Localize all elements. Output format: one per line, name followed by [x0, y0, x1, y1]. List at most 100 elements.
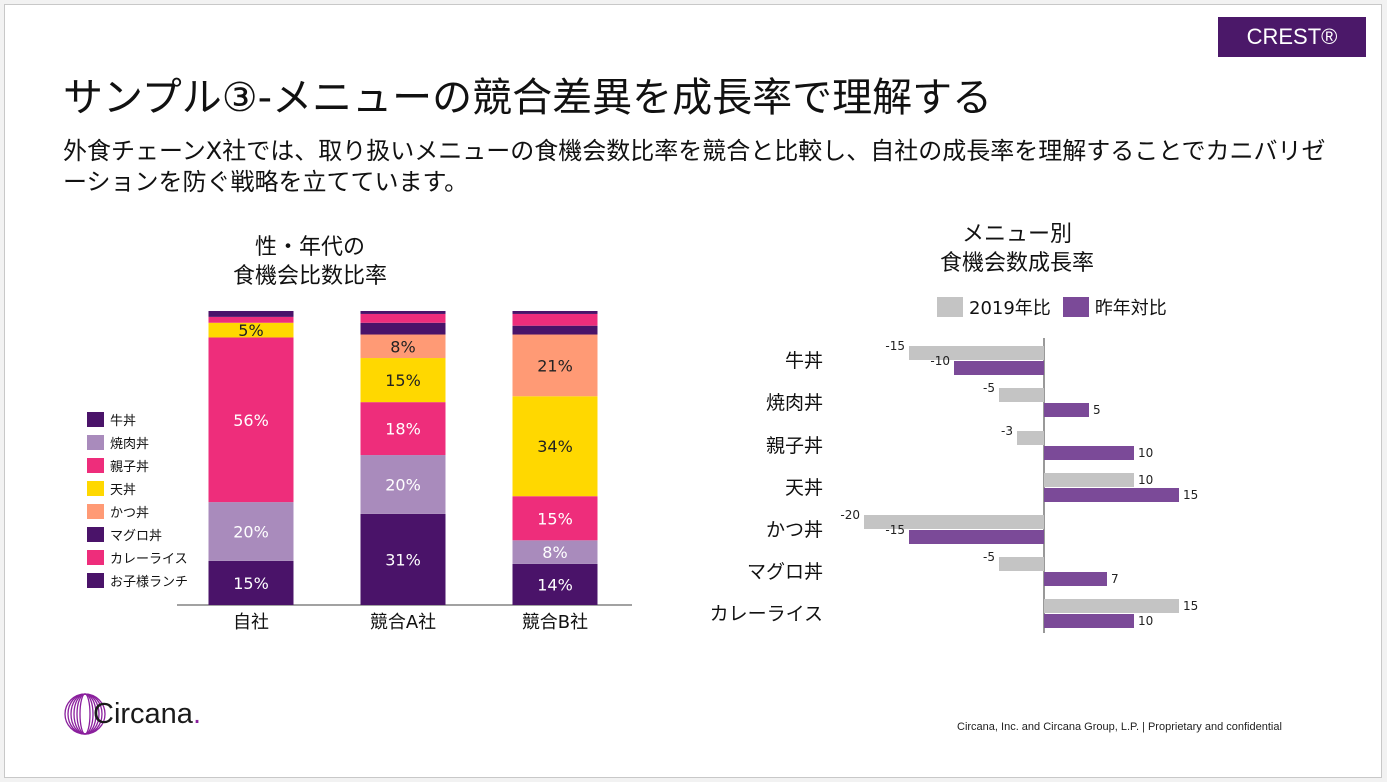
legend-item: 天丼	[87, 477, 188, 500]
bar-segment	[360, 334, 446, 359]
bar-segment	[360, 513, 446, 605]
data-label: 20%	[233, 523, 269, 542]
legend-swatch	[937, 297, 963, 317]
legend-swatch	[87, 504, 104, 519]
category-label: 牛丼	[785, 350, 823, 372]
bar-segment	[512, 325, 598, 335]
category-label: 競合A社	[370, 612, 436, 633]
chart2-title-line-1: メニュー別	[961, 222, 1072, 247]
data-label: 10	[1138, 473, 1153, 487]
bar	[909, 530, 1044, 544]
legend-item: 昨年対比	[1062, 294, 1167, 320]
data-label: 56%	[233, 411, 269, 430]
footer-text: Circana, Inc. and Circana Group, L.P. | …	[957, 721, 1282, 733]
data-label: 15	[1183, 488, 1198, 502]
data-label: 10	[1138, 446, 1153, 460]
data-label: -20	[840, 508, 860, 522]
data-label: -3	[1001, 424, 1013, 438]
bar	[1044, 488, 1179, 502]
chart1-legend: 牛丼 焼肉丼 親子丼 天丼 かつ丼 マグロ丼 カレーライス お子様ランチ	[87, 408, 188, 592]
legend-label: 親子丼	[110, 460, 150, 475]
data-label: 7	[1111, 572, 1119, 586]
legend-item: 牛丼	[87, 408, 188, 431]
data-label: -5	[983, 381, 995, 395]
legend-item: 2019年比	[937, 294, 1051, 320]
bar-segment	[208, 502, 294, 561]
data-label: 31%	[385, 550, 421, 569]
data-label: 15%	[537, 509, 573, 528]
bar-segment	[208, 560, 294, 605]
chart2-title: メニュー別 食機会数成長率	[917, 220, 1117, 278]
legend-swatch	[87, 481, 104, 496]
legend-swatch	[87, 412, 104, 427]
bar	[1044, 599, 1179, 613]
bar-segment	[360, 402, 446, 456]
bar-segment	[360, 358, 446, 403]
data-label: 15%	[385, 371, 421, 390]
bar-segment	[360, 455, 446, 514]
bar-segment	[360, 311, 446, 314]
bar-segment	[360, 322, 446, 335]
legend-swatch	[1062, 297, 1089, 317]
data-label: 5	[1093, 403, 1101, 417]
bar	[954, 361, 1044, 375]
legend-item: 親子丼	[87, 454, 188, 477]
legend-label: カレーライス	[110, 552, 188, 567]
legend-item: かつ丼	[87, 500, 188, 523]
chart1-title: 性・年代の 食機会比数比率	[210, 233, 410, 291]
bar-segment	[208, 322, 294, 338]
logo-dot: .	[192, 697, 201, 730]
bar-segment	[360, 313, 446, 323]
bar	[999, 388, 1044, 402]
category-label: 天丼	[785, 477, 823, 499]
legend-label: 昨年対比	[1094, 298, 1167, 319]
data-label: 21%	[537, 356, 573, 375]
data-label: 14%	[537, 575, 573, 594]
page-title: サンプル③-メニューの競合差異を成長率で理解する	[63, 75, 993, 121]
chart1-title-line-2: 食機会比数比率	[232, 264, 387, 289]
slide: CREST® サンプル③-メニューの競合差異を成長率で理解する 外食チェーンX社…	[4, 4, 1382, 778]
data-label: -5	[983, 550, 995, 564]
bar-segment	[512, 313, 598, 326]
legend-label: お子様ランチ	[110, 575, 189, 590]
data-label: 15	[1183, 599, 1198, 613]
bar	[909, 346, 1044, 360]
data-label: 8%	[390, 337, 415, 356]
legend-swatch	[87, 527, 104, 542]
bar-segment	[512, 563, 598, 605]
category-label: 競合B社	[522, 612, 588, 633]
category-label: マグロ丼	[747, 561, 823, 583]
data-label: 8%	[542, 543, 567, 562]
circana-logo: Circana.	[63, 692, 201, 736]
legend-label: 焼肉丼	[110, 437, 150, 452]
legend-item: お子様ランチ	[87, 569, 188, 592]
legend-item: カレーライス	[87, 546, 188, 569]
legend-label: マグロ丼	[110, 529, 163, 544]
chart2-title-line-2: 食機会数成長率	[939, 251, 1094, 276]
legend-swatch	[87, 458, 104, 473]
bar-segment	[512, 396, 598, 497]
bar	[864, 515, 1044, 529]
growth-bar-chart: 牛丼 -15 -10 焼肉丼 -5 5 親子丼 -3 10 天丼 10 15 かつ丼 -20 -15 マグロ丼…	[710, 338, 1198, 633]
bar-segment	[512, 334, 598, 397]
legend-label: 牛丼	[110, 414, 137, 429]
bar-segment	[512, 311, 598, 314]
legend-label: 天丼	[110, 483, 137, 498]
bar	[1044, 572, 1107, 586]
legend-item: マグロ丼	[87, 523, 188, 546]
stacked-bar-chart: 15% 20% 56% 5% 自社 31% 20% 18% 15% 8% 競合A社 14% 8% 15% 3…	[177, 311, 632, 633]
page-subtitle: 外食チェーンX社では、取り扱いメニューの食機会数比率を競合と比較し、自社の成長率…	[63, 137, 1326, 196]
data-label: -15	[885, 523, 905, 537]
category-label: 親子丼	[766, 435, 823, 457]
legend-label: かつ丼	[110, 506, 150, 521]
bar-segment	[512, 540, 598, 564]
legend-swatch	[87, 573, 104, 588]
bar-segment	[208, 337, 294, 503]
data-label: 18%	[385, 420, 421, 439]
chart2-legend: 2019年比 昨年対比	[937, 294, 1179, 320]
data-label: 15%	[233, 574, 269, 593]
legend-label: 2019年比	[969, 298, 1051, 319]
legend-item: 焼肉丼	[87, 431, 188, 454]
category-label: 焼肉丼	[766, 392, 823, 414]
category-label: 自社	[233, 612, 269, 633]
